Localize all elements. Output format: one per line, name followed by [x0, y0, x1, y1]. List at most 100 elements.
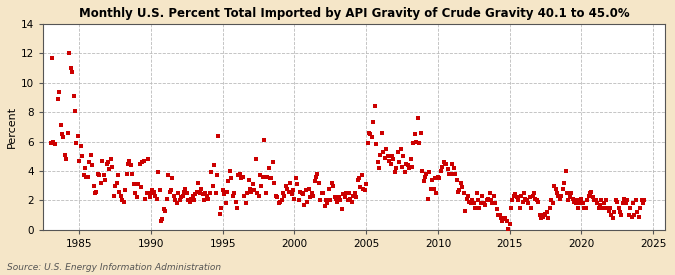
Point — [523, 201, 534, 205]
Point — [215, 211, 225, 216]
Point — [238, 175, 248, 179]
Point — [352, 178, 363, 182]
Point — [609, 210, 620, 214]
Point — [48, 139, 59, 144]
Point — [610, 198, 621, 203]
Point — [448, 166, 459, 170]
Point — [529, 191, 539, 195]
Point — [233, 173, 244, 178]
Point — [484, 191, 495, 195]
Point — [424, 170, 435, 175]
Point — [378, 150, 389, 154]
Point — [576, 197, 587, 201]
Point — [638, 201, 649, 205]
Point — [115, 194, 126, 198]
Point — [450, 172, 460, 176]
Point — [410, 132, 421, 136]
Point — [344, 191, 354, 195]
Point — [236, 176, 247, 180]
Point — [47, 56, 57, 60]
Point — [84, 160, 95, 164]
Point — [562, 191, 572, 195]
Point — [276, 198, 287, 203]
Point — [318, 191, 329, 195]
Point — [336, 207, 347, 211]
Point — [382, 154, 393, 158]
Point — [356, 173, 367, 178]
Point — [108, 194, 119, 198]
Point — [434, 176, 445, 180]
Point — [193, 180, 204, 185]
Point — [223, 179, 234, 183]
Point — [451, 178, 462, 182]
Point — [303, 186, 314, 191]
Point — [300, 188, 311, 192]
Point — [262, 175, 273, 179]
Point — [359, 188, 370, 192]
Point — [412, 116, 423, 120]
Point — [570, 201, 581, 205]
Point — [88, 183, 99, 188]
Point — [600, 198, 611, 203]
Point — [234, 172, 245, 176]
Point — [506, 205, 516, 210]
Point — [507, 198, 518, 203]
Point — [298, 192, 308, 197]
Point — [252, 191, 263, 195]
Point — [131, 195, 142, 200]
Point — [220, 201, 231, 205]
Point — [216, 205, 227, 210]
Point — [192, 189, 202, 194]
Point — [441, 161, 452, 166]
Point — [164, 189, 175, 194]
Point — [379, 156, 390, 160]
Point — [221, 189, 232, 194]
Point — [608, 216, 618, 220]
Point — [288, 188, 298, 192]
Point — [405, 157, 416, 161]
Point — [285, 180, 296, 185]
Point — [619, 197, 630, 201]
Point — [402, 163, 413, 167]
Point — [55, 123, 66, 128]
Point — [468, 201, 479, 205]
Point — [392, 150, 403, 154]
Point — [546, 198, 557, 203]
Point — [385, 161, 396, 166]
Point — [127, 172, 138, 176]
Point — [431, 191, 442, 195]
Point — [173, 191, 184, 195]
Point — [187, 194, 198, 198]
Point — [80, 166, 90, 170]
Point — [574, 201, 585, 205]
Point — [457, 185, 468, 189]
Point — [97, 158, 107, 163]
Point — [113, 173, 124, 178]
Point — [406, 164, 417, 169]
Point — [367, 135, 377, 139]
Point — [319, 204, 330, 208]
Point — [400, 170, 410, 175]
Point — [383, 158, 394, 163]
Point — [372, 160, 383, 164]
Point — [269, 180, 279, 185]
Point — [294, 198, 304, 203]
Point — [456, 180, 466, 185]
Point — [481, 198, 492, 203]
Point — [144, 195, 155, 200]
Point — [266, 176, 277, 180]
Point — [282, 186, 293, 191]
Point — [536, 216, 547, 220]
Point — [362, 141, 373, 145]
Point — [520, 197, 531, 201]
Point — [94, 173, 105, 178]
Point — [253, 194, 264, 198]
Point — [345, 197, 356, 201]
Point — [547, 201, 558, 205]
Point — [130, 191, 140, 195]
Point — [100, 178, 111, 182]
Point — [295, 189, 306, 194]
Point — [612, 200, 622, 204]
Point — [489, 194, 500, 198]
Point — [622, 198, 632, 203]
